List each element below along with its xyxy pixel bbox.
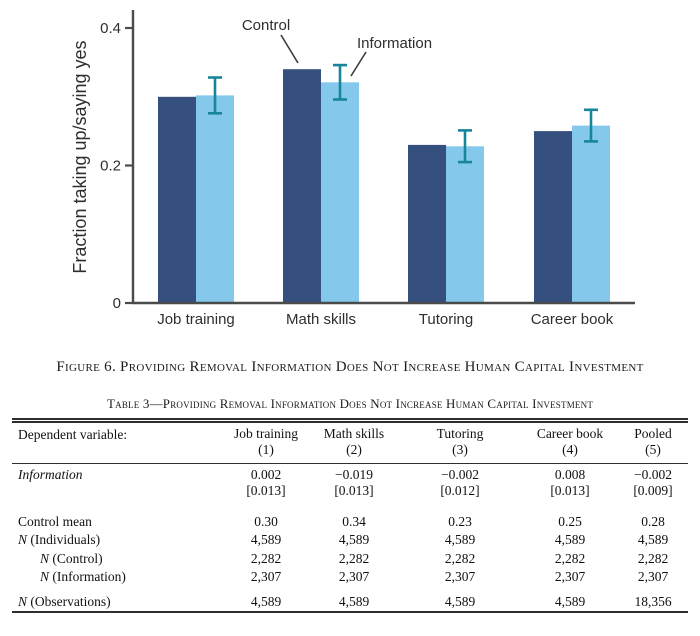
table-cell: −0.002 [0.009]: [618, 464, 688, 501]
header-col-number: (3): [452, 442, 468, 457]
coefficient: 0.002: [250, 467, 282, 482]
bar-control-career-book: [534, 131, 572, 303]
bar-information-tutoring: [446, 146, 484, 304]
annotation-label-control: Control: [242, 17, 290, 34]
row-label: N (Information): [40, 569, 126, 585]
table-cell: 2,307: [250, 569, 282, 585]
row-label: N (Control): [40, 550, 103, 566]
error-bar-math-skills: [333, 63, 347, 101]
annotation-leader-line: [350, 51, 367, 77]
table-cell: 2,307: [637, 569, 669, 585]
annotation-label-information: Information: [357, 35, 432, 52]
table-cell: 2,282: [338, 550, 370, 566]
table-cell: 0.34: [342, 513, 366, 529]
coefficient: −0.019: [335, 467, 373, 482]
header-col-number: (1): [258, 442, 274, 457]
bar-chart-figure: Job training Math skills Tutoring Career bo…: [70, 10, 635, 328]
table-cell: 0.25: [558, 513, 582, 529]
row-label: Information: [18, 467, 83, 482]
bar-information-math-skills: [321, 82, 359, 303]
table-cell: 2,307: [338, 569, 370, 585]
header-col: Pooled: [634, 426, 672, 441]
table-cell: 4,589: [338, 593, 370, 609]
results-table: Dependent variable: Job training Math skil…: [12, 418, 688, 614]
table-cell: 4,589: [554, 532, 586, 548]
header-col-number: (5): [645, 442, 661, 457]
x-tick-label-math-skills: Math skills: [286, 311, 356, 328]
standard-error: [0.013]: [334, 483, 374, 499]
error-bar-tutoring: [458, 129, 472, 164]
row-label: N (Individuals): [18, 532, 101, 548]
table-row: N (Individuals) 4,589 4,589 4,589 4,589 4,589: [12, 531, 688, 549]
annotation-leader-line: [280, 34, 299, 64]
y-tick-label: 0: [113, 295, 121, 312]
coefficient: −0.002: [634, 467, 672, 482]
table-cell: 0.008 [0.013]: [522, 464, 618, 501]
table-cell: 0.28: [641, 513, 665, 529]
table-cell: 2,307: [554, 569, 586, 585]
table-cell: 0.23: [448, 513, 472, 529]
table-row: N (Observations) 4,589 4,589 4,589 4,589 18,3…: [12, 587, 688, 612]
table-header: Dependent variable: Job training Math skil…: [12, 421, 688, 464]
table-cell: 4,589: [250, 532, 282, 548]
table-cell: 2,307: [444, 569, 476, 585]
table-cell: −0.019 [0.013]: [310, 464, 398, 501]
standard-error: [0.013]: [246, 483, 286, 499]
table-cell: 0.002 [0.013]: [222, 464, 310, 501]
y-axis-title: Fraction taking up/saying yes: [70, 40, 90, 273]
error-bar-job-training: [208, 76, 222, 115]
bar-chart: Job training Math skills Tutoring Career bo…: [70, 10, 635, 328]
row-label: Control mean: [18, 513, 92, 529]
bar-information-job-training: [196, 95, 234, 304]
table-cell: −0.002 [0.012]: [398, 464, 522, 501]
table-row: N (Information) 2,307 2,307 2,307 2,307 2,307: [12, 568, 688, 586]
standard-error: [0.009]: [633, 483, 673, 499]
table-cell: 4,589: [444, 593, 476, 609]
x-tick-label-job-training: Job training: [157, 311, 235, 328]
table-cell: 4,589: [250, 593, 282, 609]
table-cell: 18,356: [634, 593, 672, 609]
header-dependent-variable: Dependent variable:: [18, 427, 128, 442]
coefficient: −0.002: [441, 467, 479, 482]
table-row: Control mean 0.30 0.34 0.23 0.25 0.28: [12, 501, 688, 531]
y-tick-label: 0.4: [100, 20, 121, 37]
table-row: Information 0.002 [0.013] −0.019 [0.013] −0.0…: [12, 464, 688, 501]
table-cell: 2,282: [554, 550, 586, 566]
coefficient: 0.008: [554, 467, 586, 482]
table-title: Table 3—Providing Removal Information Do…: [106, 396, 594, 411]
table-cell: 4,589: [637, 532, 669, 548]
table-cell: 4,589: [554, 593, 586, 609]
y-tick-label: 0.2: [100, 158, 121, 175]
header-col: Career book: [536, 426, 604, 441]
standard-error: [0.012]: [440, 483, 480, 499]
standard-error: [0.013]: [550, 483, 590, 499]
bar-control-tutoring: [408, 144, 446, 303]
table-cell: 2,282: [444, 550, 476, 566]
table-cell: 2,282: [250, 550, 282, 566]
table-cell: 4,589: [338, 532, 370, 548]
header-col-number: (4): [562, 442, 578, 457]
table-body: Information 0.002 [0.013] −0.019 [0.013] −0.0…: [12, 464, 688, 613]
error-bar-career-book: [584, 108, 598, 143]
row-label: N (Observations): [18, 593, 111, 609]
table-cell: 4,589: [444, 532, 476, 548]
table-row: N (Control) 2,282 2,282 2,282 2,282 2,282: [12, 550, 688, 568]
header-col: Math skills: [323, 426, 385, 441]
bar-information-career-book: [572, 125, 610, 303]
x-tick-label-career-book: Career book: [531, 311, 614, 328]
header-col: Tutoring: [436, 426, 484, 441]
table-cell: 2,282: [637, 550, 669, 566]
bar-control-math-skills: [283, 69, 321, 303]
table-cell: 0.30: [254, 513, 278, 529]
x-tick-label-tutoring: Tutoring: [419, 311, 473, 328]
header-col: Job training: [233, 426, 299, 441]
figure-caption: Figure 6. Providing Removal Information …: [56, 359, 644, 375]
bar-control-job-training: [158, 96, 196, 304]
header-col-number: (2): [346, 442, 362, 457]
